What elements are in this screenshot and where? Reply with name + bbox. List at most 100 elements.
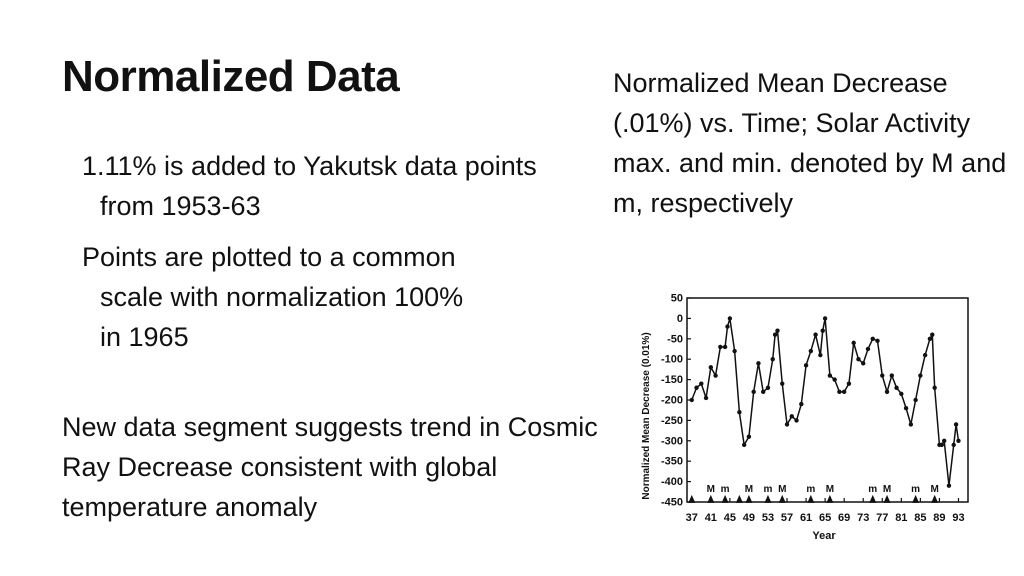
data-point	[951, 442, 956, 448]
solar-max-label: M	[745, 484, 753, 495]
data-point	[930, 332, 935, 337]
solar-marker-arrow-head	[735, 494, 743, 503]
solar-marker-arrow-head	[883, 494, 891, 503]
x-tick-label: 41	[705, 512, 717, 524]
solar-min-label: m	[911, 484, 920, 495]
data-point	[718, 344, 723, 350]
data-point	[703, 395, 709, 401]
x-tick-label: 93	[952, 512, 964, 524]
data-point	[837, 389, 842, 395]
data-point	[770, 357, 775, 362]
data-point	[908, 422, 914, 427]
y-tick-label: -150	[661, 374, 683, 386]
solar-min-label: m	[721, 484, 730, 495]
x-tick-label: 61	[800, 512, 812, 524]
chart-caption: Normalized Mean Decrease (.01%) vs. Time…	[613, 68, 1007, 218]
data-point	[784, 422, 790, 427]
solar-max-label: M	[930, 484, 938, 495]
data-point	[746, 434, 752, 439]
data-point	[741, 442, 747, 448]
data-point	[808, 348, 814, 354]
x-tick-label: 65	[819, 512, 831, 524]
solar-min-label: m	[868, 484, 877, 495]
data-point	[918, 373, 923, 378]
data-point	[689, 397, 694, 403]
solar-max-label: M	[826, 484, 834, 495]
data-point	[727, 316, 733, 321]
x-tick-label: 81	[895, 512, 907, 524]
cosmic-ray-decrease-chart: Normalized Mean Decrease (0.01%) Year 50…	[641, 293, 969, 542]
x-tick-label: 77	[876, 512, 888, 524]
y-tick-label: -100	[661, 354, 683, 366]
data-point	[913, 397, 918, 403]
y-tick-label: 0	[677, 313, 683, 325]
data-point	[799, 401, 804, 407]
x-tick-label: 89	[933, 512, 945, 524]
y-tick-label: -450	[661, 497, 683, 509]
data-point	[761, 389, 766, 395]
data-point	[775, 328, 780, 333]
solar-max-label: M	[883, 484, 891, 495]
data-point	[765, 385, 771, 390]
solar-marker-arrow-head	[912, 494, 920, 503]
data-point	[789, 414, 794, 419]
data-point	[953, 422, 959, 427]
plot-frame	[686, 297, 969, 503]
y-tick-label: -250	[661, 415, 683, 427]
series-line	[691, 318, 960, 486]
data-point	[820, 328, 825, 333]
data-point	[894, 385, 899, 390]
data-point	[772, 332, 778, 337]
y-axis-label: Normalized Mean Decrease (0.01%)	[641, 332, 652, 499]
x-tick-label: 49	[743, 512, 755, 524]
x-axis-label: Year	[812, 530, 836, 542]
solar-max-label: M	[707, 484, 715, 495]
y-tick-label: -50	[667, 333, 683, 345]
solar-max-label: M	[778, 484, 786, 495]
data-point	[865, 346, 871, 352]
data-point	[875, 338, 880, 344]
data-point	[780, 381, 785, 386]
data-point	[856, 357, 861, 362]
solar-marker-arrow-head	[807, 494, 815, 503]
data-point	[861, 361, 866, 366]
bullet-common-scale: Points are plotted to a common scale wit…	[82, 242, 464, 352]
solar-min-label: m	[806, 484, 815, 495]
solar-marker-arrow-head	[688, 494, 696, 503]
solar-marker-arrow-head	[826, 494, 834, 503]
data-point	[725, 324, 730, 329]
data-point	[889, 373, 894, 378]
data-point	[827, 373, 833, 378]
data-point	[884, 389, 890, 395]
data-point	[899, 391, 904, 397]
data-point	[818, 352, 823, 358]
bullet-trend-summary: New data segment suggests trend in Cosmi…	[62, 412, 598, 522]
solar-marker-arrow-head	[745, 494, 753, 503]
data-point	[832, 377, 837, 382]
data-point	[870, 336, 875, 341]
x-tick-label: 37	[686, 512, 698, 524]
solar-min-label: m	[764, 484, 773, 495]
data-point	[737, 410, 742, 415]
x-tick-label: 73	[857, 512, 869, 524]
x-tick-label: 69	[838, 512, 850, 524]
data-point	[946, 483, 952, 488]
data-point	[713, 373, 718, 378]
slide-title: Normalized Data	[62, 52, 400, 101]
data-point	[932, 385, 937, 390]
data-point	[880, 373, 885, 378]
y-tick-label: -400	[661, 476, 683, 488]
x-tick-label: 45	[724, 512, 736, 524]
data-point	[732, 348, 737, 354]
y-tick-label: -300	[661, 435, 683, 447]
data-point	[722, 344, 728, 350]
data-point	[694, 385, 699, 390]
data-point	[903, 405, 909, 411]
solar-marker-arrow-head	[778, 494, 786, 503]
data-point	[939, 442, 945, 448]
data-point	[708, 365, 714, 370]
solar-marker-arrow-head	[931, 494, 939, 503]
y-tick-label: 50	[671, 293, 683, 305]
solar-marker-arrow-head	[707, 494, 715, 503]
data-point	[927, 336, 933, 341]
